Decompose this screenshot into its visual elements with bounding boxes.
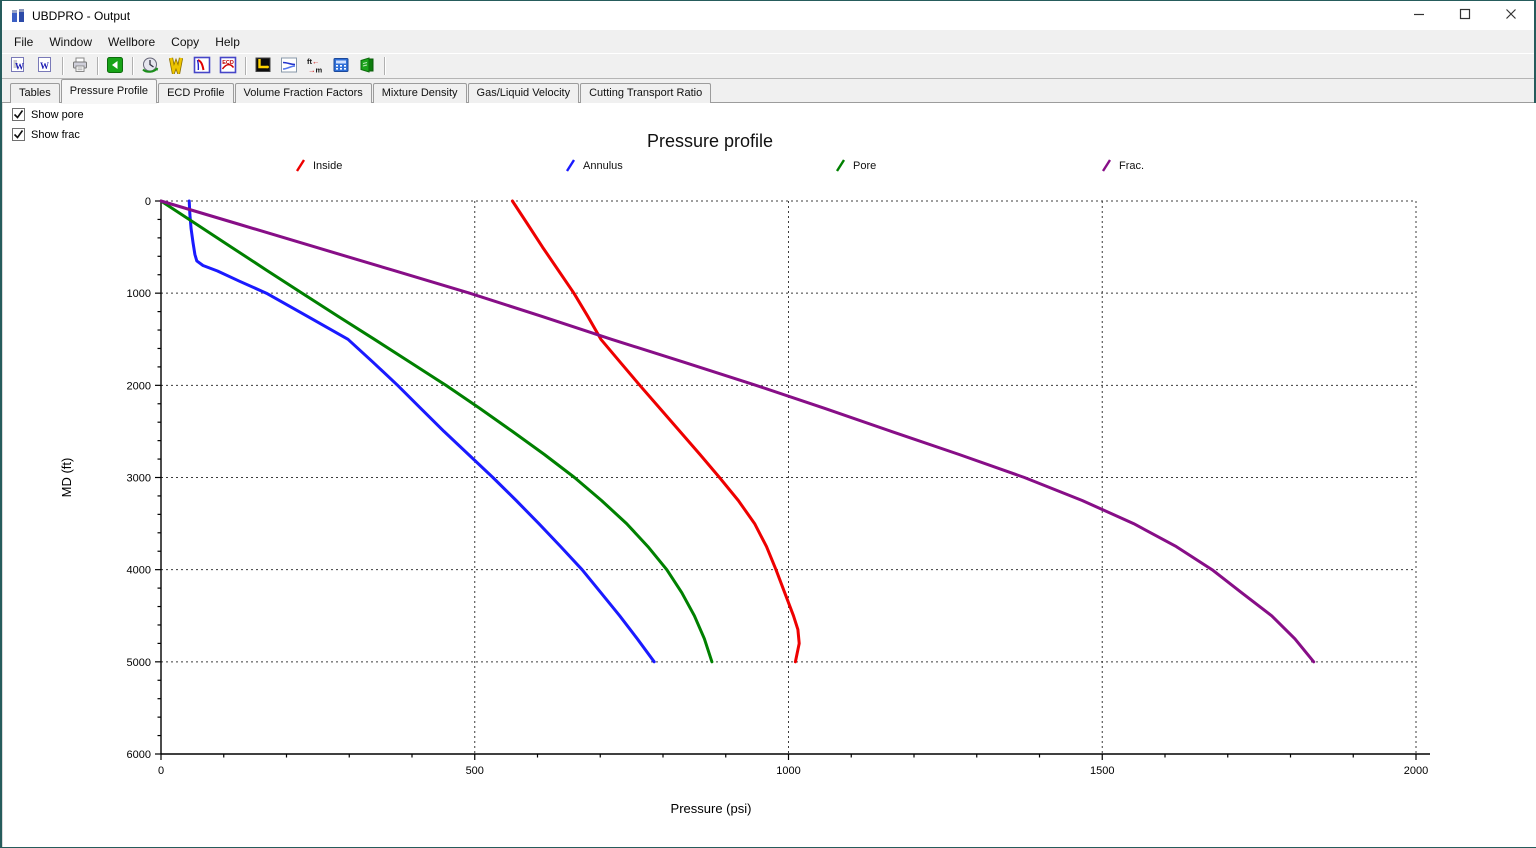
chart-svg: 0 1000 2000 3000 4000 5000 6000 0 500 1000 1500 200… xyxy=(59,196,1430,816)
toolbar-separator xyxy=(384,57,385,75)
export-word-button[interactable]: W xyxy=(33,55,57,77)
legend-label: Pore xyxy=(853,160,877,172)
toolbar-separator xyxy=(97,57,98,75)
checkbox-icon xyxy=(12,128,25,141)
flow-profile-button[interactable] xyxy=(277,55,301,77)
tab-strip: Tables Pressure Profile ECD Profile Volume … xyxy=(2,79,1534,103)
svg-text:3000: 3000 xyxy=(127,473,151,485)
export-report-word-icon: W xyxy=(10,56,28,77)
wellbore-view-icon xyxy=(167,56,185,79)
calculator-button[interactable] xyxy=(329,55,353,77)
checkbox-icon xyxy=(12,108,25,121)
unit-conversion-icon: ft← →m xyxy=(305,56,325,77)
window-controls xyxy=(1396,1,1534,30)
svg-text:5000: 5000 xyxy=(127,657,151,669)
flow-profile-icon xyxy=(280,56,298,77)
tab-tables[interactable]: Tables xyxy=(10,83,60,103)
tab-mixture-density[interactable]: Mixture Density xyxy=(372,83,467,103)
legend-label: Annulus xyxy=(583,160,623,172)
legend-slash-icon xyxy=(1101,159,1112,172)
svg-text:0: 0 xyxy=(145,196,151,208)
svg-text:1500: 1500 xyxy=(1090,765,1114,777)
legend-item-inside: Inside xyxy=(295,158,342,172)
maximize-icon xyxy=(1459,8,1471,23)
svg-text:2000: 2000 xyxy=(127,380,151,392)
toolbar-separator xyxy=(62,57,63,75)
maximize-button[interactable] xyxy=(1442,1,1488,30)
back-button[interactable] xyxy=(103,55,127,77)
close-icon xyxy=(1505,8,1517,23)
menu-window[interactable]: Window xyxy=(49,34,93,49)
legend-slash-icon xyxy=(295,159,306,172)
legend-slash-icon xyxy=(565,159,576,172)
export-report-word-button[interactable]: W xyxy=(7,55,31,77)
exit-report-button[interactable] xyxy=(355,55,379,77)
svg-text:2000: 2000 xyxy=(1404,765,1428,777)
tab-pressure-profile[interactable]: Pressure Profile xyxy=(60,79,158,103)
export-word-icon: W xyxy=(36,56,54,77)
back-icon xyxy=(106,56,124,77)
tab-ecd-profile[interactable]: ECD Profile xyxy=(158,83,234,103)
legend-item-frac: Frac. xyxy=(1101,158,1144,172)
svg-text:→m: →m xyxy=(308,65,323,74)
svg-text:0: 0 xyxy=(158,765,164,777)
well-path-button[interactable] xyxy=(251,55,275,77)
legend-label: Frac. xyxy=(1119,160,1145,172)
checkbox-show-pore[interactable]: Show pore xyxy=(12,108,84,121)
tab-cutting-transport-ratio[interactable]: Cutting Transport Ratio xyxy=(580,83,712,103)
legend-slash-icon xyxy=(835,159,846,172)
checkbox-show-frac[interactable]: Show frac xyxy=(12,128,80,141)
svg-text:W: W xyxy=(40,61,49,71)
legend-item-annulus: Annulus xyxy=(565,158,623,172)
exit-report-icon xyxy=(358,56,376,77)
window-title: UBDPRO - Output xyxy=(32,8,131,23)
svg-text:ft←: ft← xyxy=(307,57,320,66)
well-path-icon xyxy=(254,56,272,77)
svg-text:ECD: ECD xyxy=(222,60,234,66)
content-area: Show pore Show frac Pressure profile Insi… xyxy=(2,103,1536,847)
close-button[interactable] xyxy=(1488,1,1534,30)
title-bar: UBDPRO - Output xyxy=(2,1,1534,30)
app-icon xyxy=(10,8,26,24)
tab-gas-liquid-velocity[interactable]: Gas/Liquid Velocity xyxy=(467,83,580,103)
menu-file[interactable]: File xyxy=(14,34,34,49)
legend-label: Inside xyxy=(313,160,343,172)
minimize-icon xyxy=(1413,8,1425,23)
menu-wellbore[interactable]: Wellbore xyxy=(108,34,156,49)
toolbar-separator xyxy=(245,57,246,75)
print-button[interactable] xyxy=(68,55,92,77)
chart-title: Pressure profile xyxy=(646,131,774,151)
calculator-icon xyxy=(332,56,350,77)
minimize-button[interactable] xyxy=(1396,1,1442,30)
pressure-profile-button[interactable] xyxy=(190,55,214,77)
checkbox-label: Show pore xyxy=(31,108,84,121)
world-time-icon xyxy=(141,56,159,77)
svg-text:500: 500 xyxy=(466,765,484,777)
ecd-profile-icon: ECD xyxy=(219,56,237,77)
pressure-profile-icon xyxy=(193,56,211,77)
tab-volume-fraction-factors[interactable]: Volume Fraction Factors xyxy=(234,83,372,103)
print-icon xyxy=(71,56,89,77)
wellbore-view-button[interactable] xyxy=(164,55,188,79)
svg-text:Pressure (psi): Pressure (psi) xyxy=(671,801,752,816)
svg-text:4000: 4000 xyxy=(127,565,151,577)
menu-bar: File Window Wellbore Copy Help xyxy=(2,30,1534,53)
svg-text:1000: 1000 xyxy=(776,765,800,777)
menu-copy[interactable]: Copy xyxy=(171,34,200,49)
checkbox-label: Show frac xyxy=(31,128,80,141)
svg-text:MD (ft): MD (ft) xyxy=(59,458,74,498)
menu-help[interactable]: Help xyxy=(215,34,240,49)
svg-text:W: W xyxy=(15,61,24,71)
legend-item-pore: Pore xyxy=(835,158,876,172)
toolbar-separator xyxy=(132,57,133,75)
svg-text:1000: 1000 xyxy=(127,288,151,300)
unit-conversion-button[interactable]: ft← →m xyxy=(303,55,327,77)
toolbar: W W ECD ft← →m xyxy=(2,53,1534,79)
ecd-profile-button[interactable]: ECD xyxy=(216,55,240,77)
svg-text:6000: 6000 xyxy=(127,749,151,761)
world-time-button[interactable] xyxy=(138,55,162,77)
